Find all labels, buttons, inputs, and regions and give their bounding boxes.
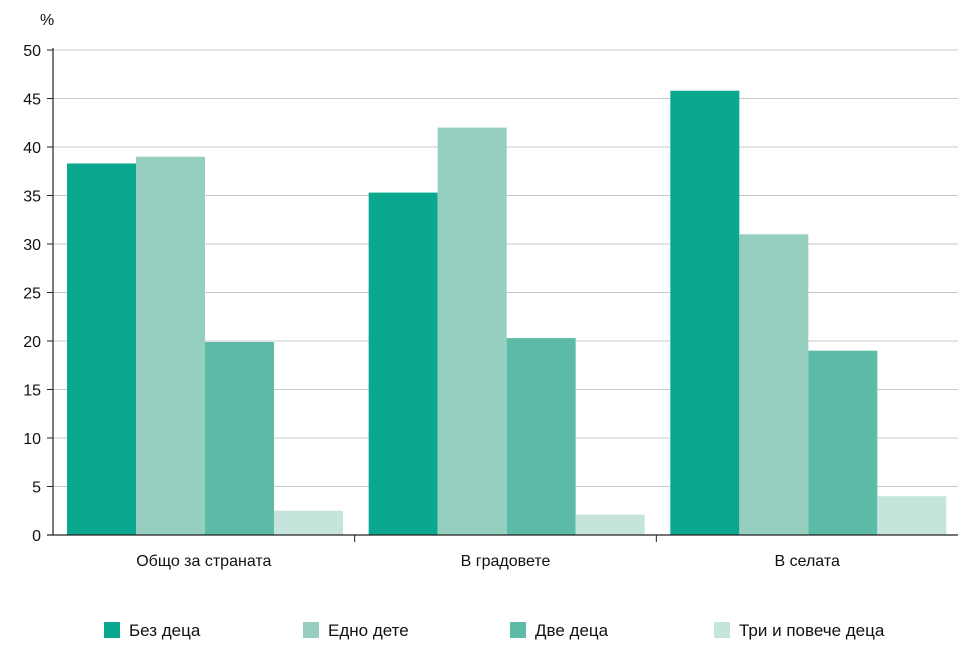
legend: Без деца Едно дете Две деца Три и повече де…	[104, 621, 885, 640]
y-tick-label: 20	[23, 334, 41, 351]
bars	[67, 90, 947, 536]
legend-swatch	[303, 622, 319, 638]
y-tick-label: 40	[23, 140, 41, 157]
legend-item: Едно дете	[303, 621, 409, 640]
bar-1-0	[368, 192, 438, 535]
bar-1-3	[575, 514, 645, 535]
bar-0-2	[205, 341, 274, 535]
y-tick-label: 30	[23, 237, 41, 254]
legend-item: Три и повече деца	[714, 621, 885, 640]
y-tick-label: 35	[23, 189, 41, 206]
axes	[47, 48, 958, 542]
y-tick-label: 0	[32, 528, 41, 545]
bar-2-3	[877, 496, 947, 535]
bar-1-2	[506, 338, 576, 535]
y-tick-label: 15	[23, 383, 41, 400]
bar-1-1	[437, 127, 507, 535]
x-category-label: В селата	[774, 553, 840, 570]
x-category-label: Общо за страната	[136, 553, 271, 570]
bar-2-2	[808, 350, 878, 535]
legend-swatch	[104, 622, 120, 638]
legend-swatch	[510, 622, 526, 638]
y-tick-label: 45	[23, 92, 41, 109]
y-tick-label: 50	[23, 43, 41, 60]
legend-swatch	[714, 622, 730, 638]
legend-item: Две деца	[510, 621, 609, 640]
bar-0-1	[136, 156, 205, 535]
legend-label: Без деца	[129, 621, 201, 640]
bar-2-0	[670, 90, 740, 536]
axis-labels: % 0 5 10 15 20 25 30 35 40 45 50 Общо за страната В …	[23, 12, 840, 570]
y-unit-label: %	[40, 12, 54, 29]
y-tick-label: 10	[23, 431, 41, 448]
legend-item: Без деца	[104, 621, 201, 640]
bar-0-0	[67, 163, 136, 536]
legend-label: Три и повече деца	[739, 621, 885, 640]
bar-2-1	[739, 234, 809, 536]
legend-label: Едно дете	[328, 621, 409, 640]
legend-label: Две деца	[535, 621, 609, 640]
bar-0-3	[274, 510, 343, 535]
x-category-label: В градовете	[461, 553, 551, 570]
y-tick-label: 5	[32, 480, 41, 497]
y-tick-label: 25	[23, 286, 41, 303]
